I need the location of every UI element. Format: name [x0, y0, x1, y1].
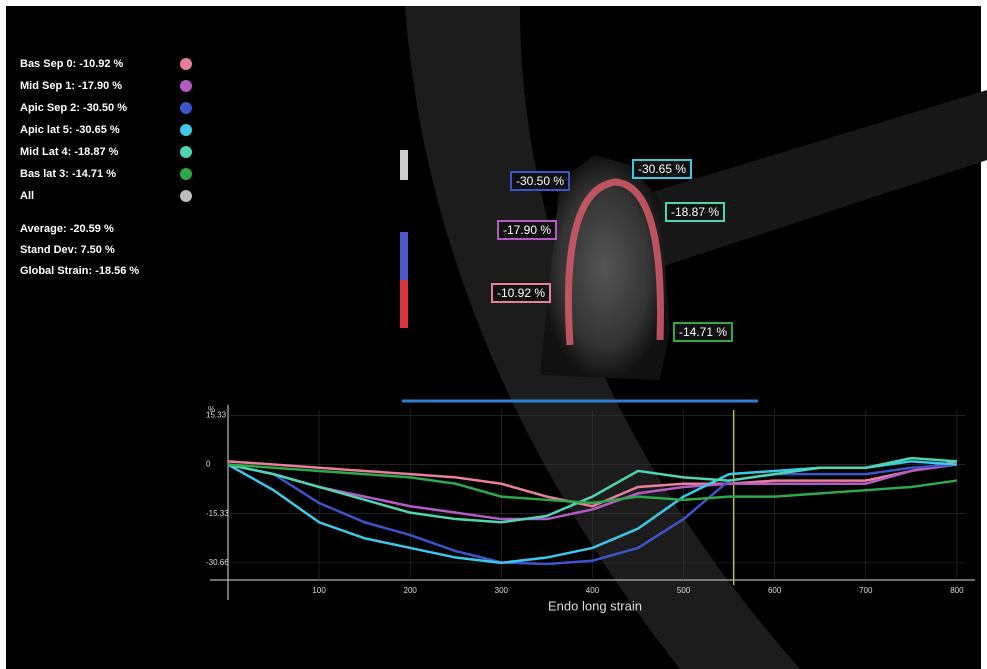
segment-label: -10.92 %: [497, 286, 545, 300]
y-unit: %: [208, 405, 215, 414]
strain-curve: [227, 460, 958, 508]
x-tick-label: 500: [677, 586, 691, 595]
strain-curve: [227, 463, 957, 566]
segment-label-box: [632, 159, 692, 179]
background-arc: [405, 6, 800, 669]
color-bar-blue: [400, 232, 408, 280]
legend-label: Mid Sep 1: -17.90 %: [20, 80, 122, 92]
stat-text: Stand Dev: 7.50 %: [20, 244, 115, 256]
legend-dot: [180, 146, 192, 158]
legend-label: Bas lat 3: -14.71 %: [20, 168, 116, 180]
segment-label-box: [497, 220, 557, 240]
y-tick-label: -15.33: [206, 509, 229, 518]
segment-label: -14.71 %: [679, 325, 727, 339]
x-tick-label: 200: [404, 586, 418, 595]
segment-label: -30.50 %: [516, 174, 564, 188]
x-tick-label: 100: [312, 586, 326, 595]
segment-label: -30.65 %: [638, 162, 686, 176]
x-tick-label: 700: [859, 586, 873, 595]
segment-label-box: [673, 322, 733, 342]
legend-dot: [180, 58, 192, 70]
legend-dot: [180, 80, 192, 92]
legend-dot: [180, 168, 192, 180]
gray-scale-bar: [400, 150, 408, 180]
segment-label: -18.87 %: [671, 205, 719, 219]
legend-dot: [180, 124, 192, 136]
myocardium-trace: [564, 178, 664, 346]
x-tick-label: 600: [768, 586, 782, 595]
x-tick-label: 400: [586, 586, 600, 595]
x-tick-label: 300: [495, 586, 509, 595]
legend-label: Apic lat 5: -30.65 %: [20, 124, 120, 136]
background-band: [560, 90, 987, 300]
y-tick-label: -30.66: [206, 558, 229, 567]
legend-label: Apic Sep 2: -30.50 %: [20, 102, 127, 114]
y-tick-label: 15.33: [206, 410, 227, 419]
segment-label-box: [665, 202, 725, 222]
legend-label: Bas Sep 0: -10.92 %: [20, 58, 124, 70]
x-axis-label: Endo long strain: [548, 598, 642, 613]
legend-label: Mid Lat 4: -18.87 %: [20, 146, 119, 158]
legend-dot: [180, 190, 192, 202]
y-tick-label: 0: [206, 460, 211, 469]
ultrasound-image: [540, 155, 670, 380]
color-bar-red: [400, 280, 408, 328]
stat-text: Average: -20.59 %: [20, 223, 114, 235]
legend-label: All: [20, 190, 34, 202]
segment-label: -17.90 %: [503, 223, 551, 237]
strain-curve: [227, 463, 958, 505]
strain-curve: [227, 456, 957, 524]
x-tick-label: 800: [950, 586, 964, 595]
strain-curve: [227, 463, 958, 521]
segment-label-box: [491, 283, 551, 303]
legend-dot: [180, 102, 192, 114]
stat-text: Global Strain: -18.56 %: [20, 265, 139, 277]
segment-label-box: [510, 171, 570, 191]
